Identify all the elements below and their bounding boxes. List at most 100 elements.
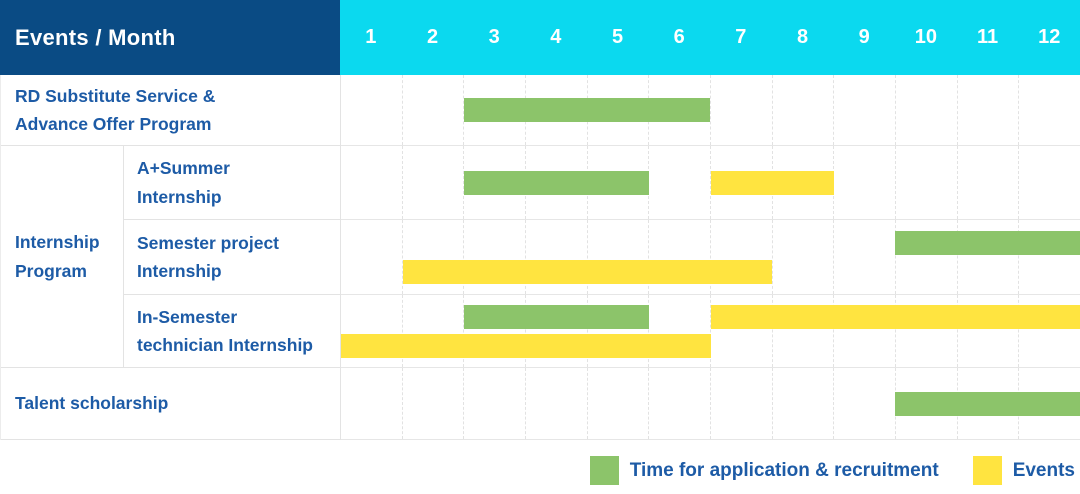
month-gridlines	[341, 75, 1080, 145]
gantt-bar-yellow-m7-m8	[710, 170, 834, 195]
month-gridline	[896, 295, 958, 367]
month-gridline	[834, 146, 897, 219]
gantt-bar-green-m3-m6	[464, 98, 711, 122]
timeline-row-a-summer-internship	[341, 146, 1080, 220]
month-gridline	[526, 368, 588, 439]
month-gridline	[834, 295, 897, 367]
month-gridline	[1019, 146, 1080, 219]
row-label-line: Internship	[137, 261, 222, 281]
month-gridline	[649, 368, 712, 439]
month-header-8: 8	[796, 26, 809, 48]
month-gridline	[526, 220, 588, 294]
month-gridline	[958, 295, 1020, 367]
month-gridline	[403, 295, 465, 367]
gantt-bar-yellow-m2-m7	[402, 260, 773, 284]
gantt-bar-green-m10-m12	[895, 231, 1080, 255]
timeline-row-talent-scholarship	[341, 368, 1080, 440]
month-gridline	[773, 368, 835, 439]
month-gridline	[464, 368, 527, 439]
row-label-a-summer-internship: A+Summer Internship	[124, 146, 341, 220]
row-label-line: Semester project	[137, 232, 280, 253]
gantt-schedule-table: Events / Month 1 2 3 4 5 6 7 8 9 10 11 12 RD Substi…	[0, 0, 1080, 440]
month-gridline	[403, 75, 465, 145]
row-label-line: Internship	[137, 186, 222, 207]
month-gridline	[711, 368, 773, 439]
legend-swatch-yellow	[972, 456, 1002, 485]
month-gridline	[341, 146, 403, 219]
month-gridline	[711, 295, 773, 367]
row-label-line: A+Summer	[137, 158, 230, 179]
timeline-row-in-semester-technician-internship	[341, 295, 1080, 368]
month-gridline	[773, 146, 835, 219]
month-gridline	[341, 295, 403, 367]
month-gridline	[649, 220, 712, 294]
gantt-bar-yellow-m1-m6	[341, 334, 711, 358]
month-gridline	[958, 75, 1020, 145]
month-gridline	[896, 75, 958, 145]
month-header-4: 4	[550, 26, 562, 48]
row-label-line: RD Substitute Service &	[15, 85, 216, 106]
row-label-semester-project-internship: Semester project Internship	[124, 220, 341, 295]
month-gridline	[834, 368, 897, 439]
month-header-11: 11	[976, 26, 999, 48]
month-gridline	[588, 368, 650, 439]
group-label-internship-program: Internship Program	[1, 146, 124, 368]
month-gridlines	[341, 295, 1080, 367]
month-gridline	[773, 295, 835, 367]
month-header-12: 12	[1038, 26, 1061, 48]
row-label-in-semester-technician-internship: In-Semester technician Internship	[124, 295, 341, 368]
month-header-6: 6	[673, 26, 685, 48]
month-header-3: 3	[488, 26, 500, 48]
month-gridline	[588, 295, 650, 367]
month-header-5: 5	[611, 26, 624, 48]
gantt-bar-yellow-m7-m12	[710, 305, 1080, 329]
row-label-line: In-Semester	[137, 306, 238, 327]
legend-item-green: Time for application & recruitment	[589, 456, 939, 485]
gantt-bar-green-m3-m5	[464, 170, 649, 195]
month-header-strip: 1 2 3 4 5 6 7 8 9 10 11 12	[340, 0, 1080, 75]
legend-swatch-green	[589, 456, 619, 485]
month-gridline	[711, 220, 773, 294]
schedule-grid: RD Substitute Service & Advance Offer Pro…	[0, 75, 1080, 440]
month-gridline	[464, 295, 527, 367]
legend-item-yellow: Events	[972, 456, 1075, 485]
month-gridline	[834, 75, 897, 145]
group-label-line: Internship	[15, 232, 100, 253]
gantt-bar-green-m3-m5	[464, 305, 649, 329]
timeline-row-semester-project-internship	[341, 220, 1080, 295]
month-header-10: 10	[914, 26, 937, 48]
month-gridline	[341, 220, 403, 294]
month-gridline	[403, 220, 465, 294]
month-gridline	[773, 75, 835, 145]
month-gridline	[341, 75, 403, 145]
month-header-2: 2	[426, 26, 439, 48]
month-gridline	[1019, 75, 1080, 145]
month-gridline	[649, 75, 712, 145]
group-label-line: Program	[15, 260, 87, 281]
month-gridline	[649, 295, 712, 367]
legend-label-green: Time for application & recruitment	[629, 459, 939, 481]
row-label-talent-scholarship: Talent scholarship	[1, 368, 341, 440]
month-gridline	[341, 368, 403, 439]
month-gridline	[403, 368, 465, 439]
month-header-7: 7	[735, 26, 747, 48]
gantt-bar-green-m10-m12	[895, 391, 1080, 416]
month-gridline	[896, 220, 958, 294]
month-gridline	[773, 220, 835, 294]
month-header-1: 1	[365, 26, 377, 48]
row-label-rd-substitute-service-advance-offer-program: RD Substitute Service & Advance Offer Pro…	[1, 75, 341, 146]
month-gridline	[526, 295, 588, 367]
legend: Time for application & recruitment Events	[589, 456, 1075, 485]
timeline-row-rd-substitute-service-advance-offer-program	[341, 75, 1080, 146]
month-gridline	[958, 146, 1020, 219]
month-gridline	[649, 146, 712, 219]
month-gridline	[403, 146, 465, 219]
row-label-line: technician Internship	[137, 335, 313, 355]
month-gridline	[834, 220, 897, 294]
month-gridline	[896, 146, 958, 219]
table-header-row: Events / Month 1 2 3 4 5 6 7 8 9 10 11 12	[0, 0, 1080, 75]
month-gridline	[588, 220, 650, 294]
month-gridline	[464, 220, 527, 294]
events-month-header: Events / Month	[0, 0, 340, 75]
row-label-line: Advance Offer Program	[15, 114, 212, 134]
